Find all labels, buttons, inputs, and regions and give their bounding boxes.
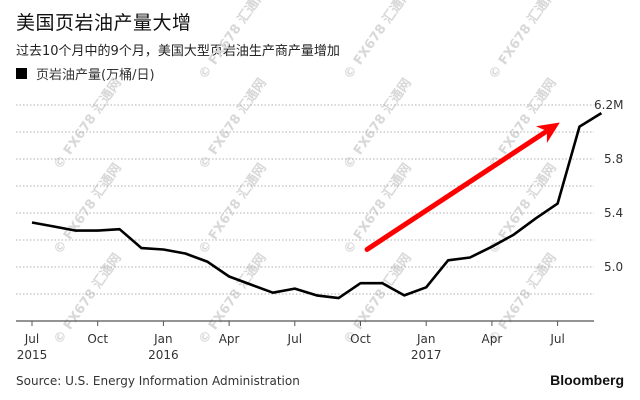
legend-swatch — [16, 68, 27, 79]
x-tick-label: Oct — [87, 332, 108, 346]
chart-title: 美国页岩油产量大增 — [16, 12, 192, 34]
arrow-head-icon — [535, 122, 560, 144]
arrow-shaft — [364, 129, 548, 252]
x-tick-label: Jul — [24, 332, 39, 346]
legend: 页岩油产量(万桶/日) — [16, 64, 155, 83]
watermark-text: © FX678 汇通网 — [50, 160, 125, 257]
legend-label: 页岩油产量(万桶/日) — [36, 68, 155, 83]
x-tick-label: Oct — [350, 332, 371, 346]
x-tick-year: 2015 — [17, 348, 48, 362]
watermark-text: © FX678 汇通网 — [485, 75, 560, 172]
x-tick-label: Apr — [219, 332, 240, 346]
x-tick-label: Jan — [416, 332, 436, 346]
y-tick-label: 6.2M — [594, 98, 623, 112]
trend-arrow — [364, 122, 560, 252]
chart-subtitle: 过去10个月中的9个月，美国大型页岩油生产商产量增加 — [16, 44, 340, 59]
y-tick-label: 5.0 — [604, 260, 623, 274]
y-tick-label: 5.8 — [604, 152, 623, 166]
watermark-text: © FX678 汇通网 — [340, 0, 415, 82]
watermark-text: © FX678 汇通网 — [195, 0, 270, 82]
y-tick-label: 5.4 — [604, 206, 623, 220]
watermark-text: © FX678 汇通网 — [195, 75, 270, 172]
bloomberg-logo: Bloomberg — [550, 372, 624, 388]
y-axis: 5.0 5.4 5.8 6.2M — [594, 98, 623, 274]
watermark-text: © FX678 汇通网 — [50, 75, 125, 172]
x-axis: Jul 2015 Oct Jan 2016 Apr Jul Oct Jan 2017 Apr Jul — [17, 321, 565, 362]
watermark-text: © FX678 汇通网 — [195, 160, 270, 257]
watermark-text: © FX678 汇通网 — [485, 0, 560, 82]
x-tick-year: 2017 — [411, 348, 442, 362]
source-note: Source: U.S. Energy Information Administ… — [16, 374, 300, 388]
x-tick-label: Jul — [549, 332, 564, 346]
x-tick-label: Jul — [287, 332, 302, 346]
production-line — [31, 111, 603, 300]
x-tick-label: Jan — [153, 332, 173, 346]
x-tick-label: Apr — [482, 332, 503, 346]
watermark-text: © FX678 汇通网 — [340, 75, 415, 172]
x-tick-year: 2016 — [148, 348, 179, 362]
